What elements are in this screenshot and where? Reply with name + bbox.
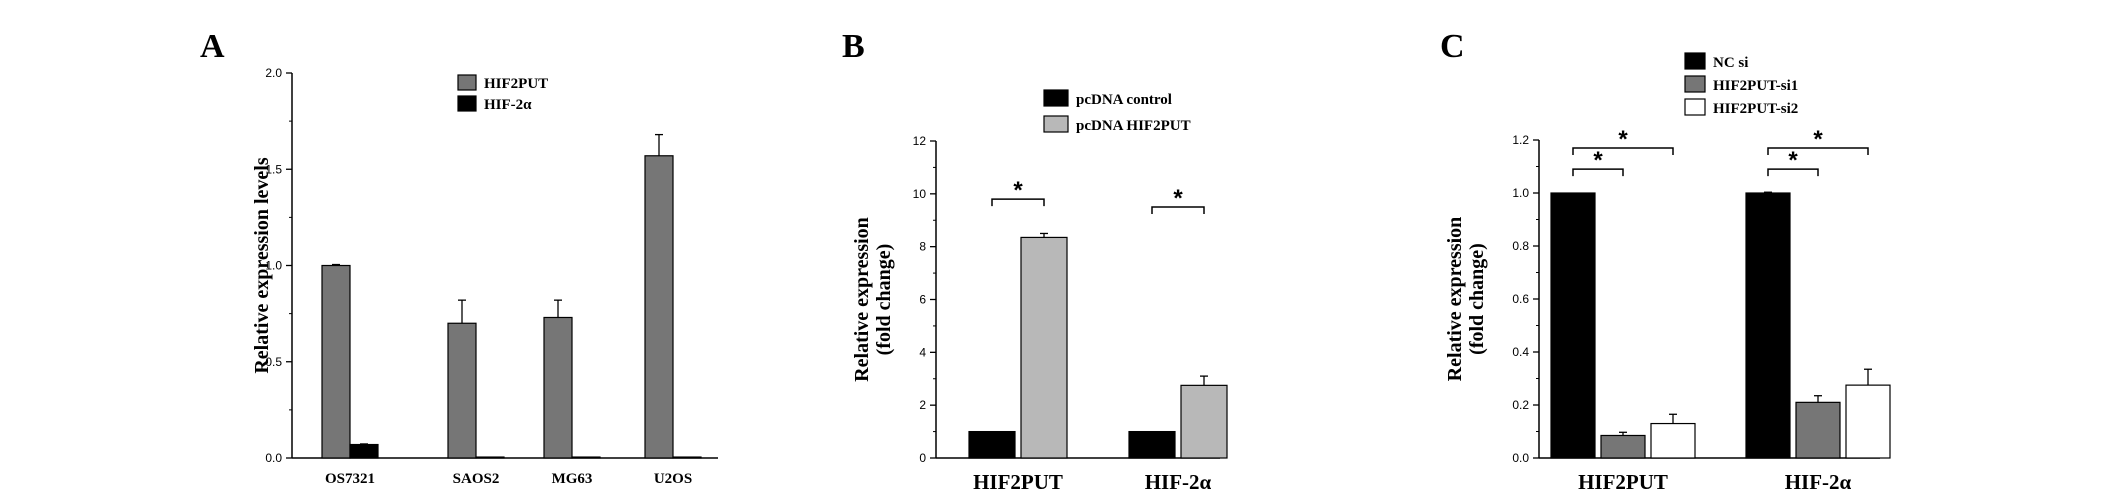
bar-hif2put-u2os xyxy=(644,155,674,459)
significance-bracket xyxy=(1767,168,1819,177)
y-tick-label: 0.6 xyxy=(1512,292,1529,306)
y-tick-label: 1.0 xyxy=(265,259,282,273)
y-tick-label: 0.5 xyxy=(265,355,282,369)
panel-b-label: B xyxy=(842,28,865,65)
y-tick-label: 12 xyxy=(913,134,927,148)
y-tick-label: 1.5 xyxy=(265,162,282,176)
y-tick-label: 1.2 xyxy=(1512,133,1529,147)
y-tick-label: 0.4 xyxy=(1512,345,1529,359)
panel-c-chart: 0.0 0.2 0.4 0.6 0.8 1.0 1.2 Relative expression… xyxy=(1444,52,1891,494)
bar-pcdna-hif2put-hif2put xyxy=(1020,236,1068,459)
bar-hif-2-u2os xyxy=(672,456,702,459)
legend-swatch-nc-si xyxy=(1684,52,1706,70)
y-tick-label: 10 xyxy=(913,187,927,201)
significance-bracket xyxy=(1767,147,1869,155)
bar-pcdna-control-hif-2 xyxy=(1128,430,1176,459)
x-tick-label: HIF-2α xyxy=(1785,470,1852,494)
significance-bracket xyxy=(1572,168,1624,177)
legend-swatch-pcdna-hif2put xyxy=(1043,115,1069,133)
bar-hif-2-mg63 xyxy=(571,456,601,459)
bar-hif2put-mg63 xyxy=(543,316,573,459)
panel-c-label: C xyxy=(1440,28,1465,65)
bar-hif2put-si2-hif2put xyxy=(1650,422,1696,459)
panel-a: A 0.0 0.5 1.0 1.5 2.0 Relative expression lev… xyxy=(200,28,718,487)
x-tick-label: MG63 xyxy=(552,471,593,487)
legend-swatch-pcdna-control xyxy=(1043,89,1069,107)
legend-label: pcDNA control xyxy=(1076,92,1172,108)
bar-hif2put-os7321 xyxy=(321,264,351,459)
significance-star: * xyxy=(1013,177,1023,204)
y-axis-label: Relative expression xyxy=(1444,217,1466,382)
x-tick-label: U2OS xyxy=(654,471,692,487)
y-axis-label: Relative expression levels xyxy=(251,157,273,373)
legend-swatch-hif2put-si2 xyxy=(1684,98,1706,116)
y-tick-label: 0.2 xyxy=(1512,398,1529,412)
y-tick-label: 8 xyxy=(919,240,926,254)
significance-bracket xyxy=(991,198,1045,207)
legend-swatch-hif-2 xyxy=(457,95,477,112)
legend-label: HIF-2α xyxy=(484,97,532,113)
bar-hif2put-si1-hif-2 xyxy=(1795,401,1841,459)
y-tick-label: 0.0 xyxy=(1512,451,1529,465)
legend: HIF2PUT HIF-2α xyxy=(457,74,548,113)
significance-star: * xyxy=(1593,147,1603,174)
bar-nc-si-hif2put xyxy=(1550,192,1596,459)
y-tick-label: 0.8 xyxy=(1512,239,1529,253)
bar-hif2put-si2-hif-2 xyxy=(1845,384,1891,459)
x-tick-label: SAOS2 xyxy=(453,471,500,487)
bar-pcdna-control-hif2put xyxy=(968,430,1016,459)
significance-star: * xyxy=(1618,126,1628,153)
significance-star: * xyxy=(1813,126,1823,153)
bar-nc-si-hif-2 xyxy=(1745,192,1791,459)
y-axis-label: (fold change) xyxy=(873,244,895,356)
legend-label: HIF2PUT xyxy=(484,76,548,92)
x-tick-label: HIF2PUT xyxy=(973,470,1063,494)
legend-label: HIF2PUT-si1 xyxy=(1713,78,1798,94)
y-tick-label: 4 xyxy=(919,345,926,359)
y-tick-label: 2 xyxy=(919,398,926,412)
legend: NC si HIF2PUT-si1 HIF2PUT-si2 xyxy=(1684,52,1798,117)
y-tick-label: 1.0 xyxy=(1512,186,1529,200)
significance-bracket xyxy=(1572,147,1674,155)
x-tick-label: HIF-2α xyxy=(1145,470,1212,494)
panel-c: C 0.0 0.2 0.4 0.6 0.8 1.0 1.2 Relative expressi… xyxy=(1440,28,1891,494)
legend-swatch-hif2put xyxy=(457,74,477,91)
bar-pcdna-hif2put-hif-2 xyxy=(1180,384,1228,459)
x-tick-label: HIF2PUT xyxy=(1578,470,1668,494)
panel-b-chart: 0 2 4 6 8 10 12 Relative expression (fold change… xyxy=(851,89,1228,494)
bar-hif2put-si1-hif2put xyxy=(1600,434,1646,459)
y-tick-label: 0.0 xyxy=(265,451,282,465)
significance-star: * xyxy=(1173,185,1183,212)
legend-label: pcDNA HIF2PUT xyxy=(1076,118,1191,134)
significance-star: * xyxy=(1788,147,1798,174)
legend-swatch-hif2put-si1 xyxy=(1684,75,1706,93)
bar-hif-2-saos2 xyxy=(475,456,505,459)
x-tick-label: OS7321 xyxy=(325,471,375,487)
bar-hif2put-saos2 xyxy=(447,322,477,459)
y-axis-label: (fold change) xyxy=(1466,243,1488,355)
legend-label: NC si xyxy=(1713,55,1748,71)
panel-b: B 0 2 4 6 8 10 12 Relative expression (fold chan… xyxy=(842,28,1228,494)
bar-hif-2-os7321 xyxy=(349,443,379,459)
legend-label: HIF2PUT-si2 xyxy=(1713,101,1798,117)
y-tick-label: 0 xyxy=(919,451,926,465)
significance-bracket xyxy=(1151,206,1205,215)
panel-a-chart: 0.0 0.5 1.0 1.5 2.0 Relative expression level… xyxy=(251,66,718,487)
legend: pcDNA control pcDNA HIF2PUT xyxy=(1043,89,1191,134)
panel-a-label: A xyxy=(200,28,225,65)
y-tick-label: 6 xyxy=(919,293,926,307)
y-tick-label: 2.0 xyxy=(265,66,282,80)
y-axis-label: Relative expression xyxy=(851,217,873,382)
